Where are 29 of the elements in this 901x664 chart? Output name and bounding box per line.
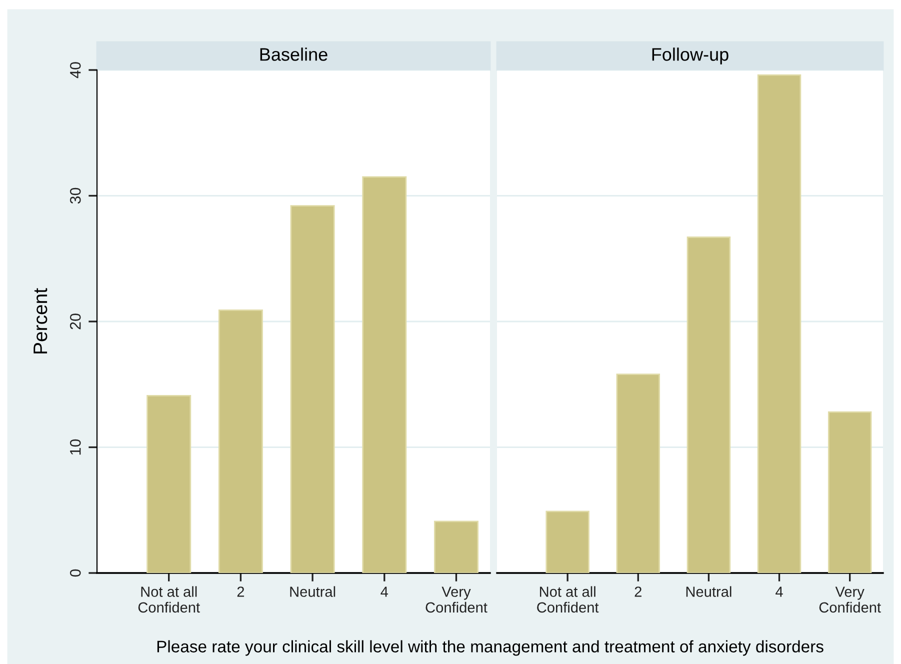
bar xyxy=(146,395,192,573)
bar xyxy=(686,236,731,573)
y-axis-title: Percent xyxy=(34,288,48,354)
bar xyxy=(828,411,872,573)
x-tick-label: Very Confident xyxy=(426,586,488,613)
y-tick-label: 20 xyxy=(70,314,81,330)
bar xyxy=(362,176,407,573)
y-tick-label: 0 xyxy=(70,569,81,577)
bar xyxy=(546,510,590,573)
bar xyxy=(290,205,335,573)
x-tick-label: Neutral xyxy=(686,586,732,597)
x-tick-label: 4 xyxy=(380,586,388,597)
x-tick-label: Very Confident xyxy=(819,586,881,613)
bar xyxy=(757,74,802,573)
x-tick-label: 2 xyxy=(634,586,642,597)
x-axis-title: Please rate your clinical skill level with the management and treatment of anxiety disorders xyxy=(157,640,824,656)
bar xyxy=(616,374,660,573)
x-tick-label: Not at all Confident xyxy=(138,586,200,613)
x-tick-label: 2 xyxy=(237,586,244,597)
chart-title: Follow-up xyxy=(652,48,728,64)
y-tick-label: 10 xyxy=(70,439,81,455)
x-tick-label: 4 xyxy=(776,586,783,597)
x-tick-label: Not at all Confident xyxy=(537,586,599,613)
x-tick-label: Neutral xyxy=(290,586,336,597)
y-tick-label: 40 xyxy=(70,62,81,78)
bar xyxy=(434,520,478,573)
y-tick-label: 30 xyxy=(70,188,81,204)
chart-title: Baseline xyxy=(260,48,328,61)
bar xyxy=(218,309,263,573)
